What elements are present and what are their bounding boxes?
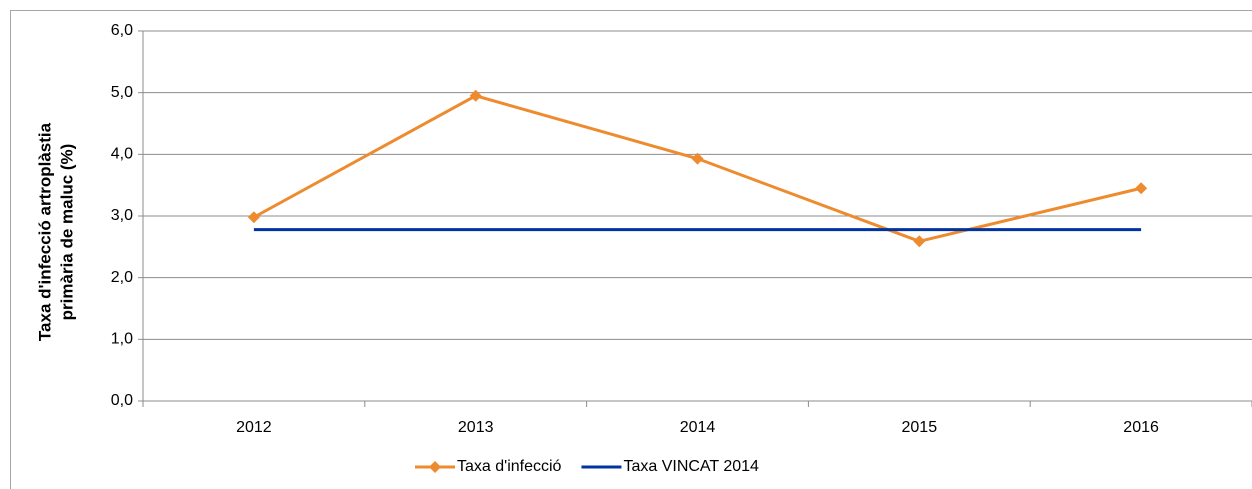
x-tick-label: 2013 — [458, 419, 494, 436]
x-tick-label: 2014 — [680, 419, 716, 436]
marker — [691, 152, 704, 165]
marker — [1135, 182, 1148, 195]
marker — [247, 211, 260, 224]
y-axis-label: Taxa d'infecció artroplàstia — [35, 122, 54, 341]
y-tick-label: 3,0 — [111, 207, 133, 224]
y-tick-label: 5,0 — [111, 84, 133, 101]
chart-frame — [10, 10, 1252, 489]
x-tick-label: 2016 — [1123, 419, 1159, 436]
y-tick-label: 0,0 — [111, 392, 133, 409]
x-tick-label: 2012 — [236, 419, 272, 436]
y-tick-label: 4,0 — [111, 146, 133, 163]
y-tick-label: 2,0 — [111, 269, 133, 286]
marker — [913, 235, 926, 248]
series-line — [253, 94, 1142, 243]
y-tick-label: 1,0 — [111, 331, 133, 348]
y-tick-label: 6,0 — [111, 22, 133, 39]
legend-label: Taxa VINCAT 2014 — [623, 458, 759, 475]
marker — [429, 461, 441, 473]
x-tick-label: 2015 — [902, 419, 938, 436]
legend-label: Taxa d'infecció — [457, 458, 562, 475]
y-axis-label: primària de maluc (%) — [57, 144, 76, 321]
marker — [469, 89, 482, 102]
